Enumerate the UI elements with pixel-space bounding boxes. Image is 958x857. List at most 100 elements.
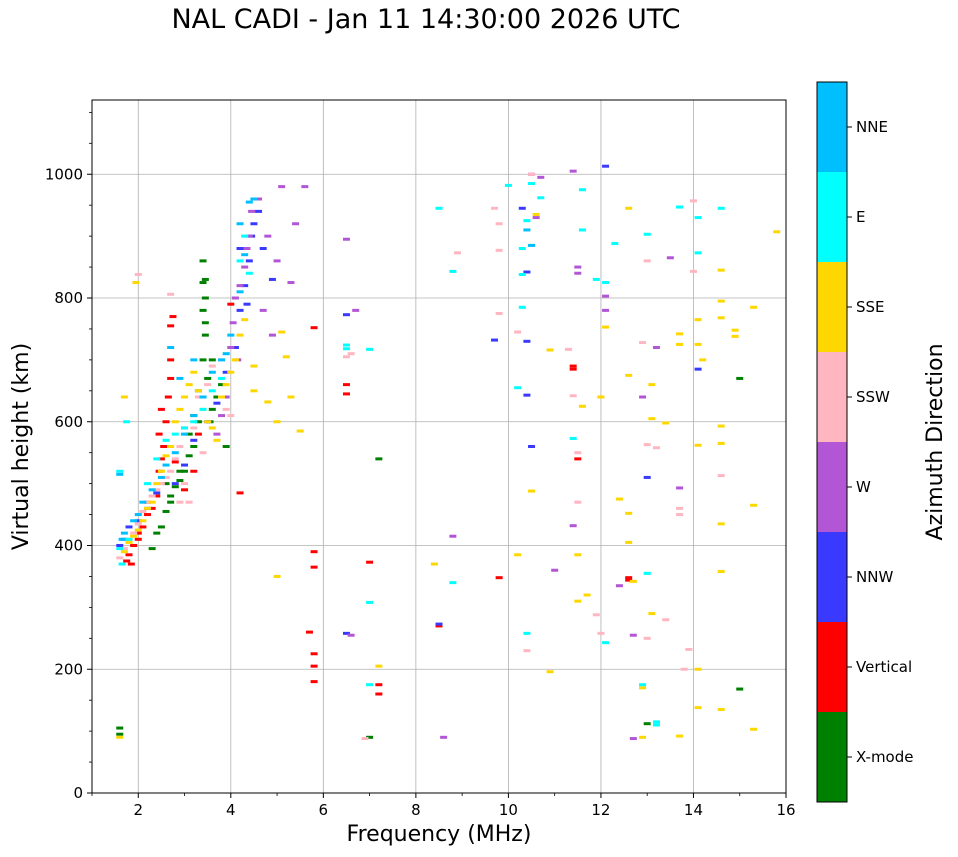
series-nne: [116, 197, 536, 541]
data-point: [250, 389, 258, 393]
data-point: [171, 460, 179, 464]
data-point: [602, 641, 610, 645]
data-point: [139, 500, 147, 504]
data-point: [430, 562, 438, 566]
data-point: [171, 482, 179, 486]
data-point: [652, 346, 660, 349]
data-point: [347, 352, 355, 356]
data-point: [574, 500, 582, 504]
data-point: [717, 707, 725, 711]
colorbar-segment: [817, 622, 847, 712]
data-point: [264, 234, 272, 238]
data-point: [171, 457, 179, 461]
data-point: [185, 383, 193, 387]
data-point: [625, 540, 633, 544]
data-point: [648, 417, 656, 421]
x-tick-label: 8: [411, 801, 421, 819]
data-point: [208, 407, 216, 411]
data-point: [523, 393, 531, 397]
data-point: [648, 612, 656, 616]
data-point: [268, 333, 276, 337]
data-point: [352, 308, 360, 312]
data-point: [181, 463, 189, 467]
data-point: [167, 500, 175, 504]
data-point: [134, 537, 142, 541]
data-point: [652, 723, 660, 727]
data-point: [116, 547, 124, 551]
data-point: [537, 175, 545, 179]
data-point: [578, 188, 586, 192]
data-point: [342, 355, 350, 359]
data-point: [310, 550, 318, 554]
data-point: [342, 347, 350, 351]
data-point: [342, 383, 350, 387]
data-point: [222, 395, 230, 399]
data-point: [625, 576, 633, 580]
data-point: [574, 457, 582, 461]
y-tick-label: 600: [54, 413, 83, 431]
data-point: [546, 348, 554, 352]
data-point: [731, 334, 739, 338]
data-point: [148, 488, 156, 492]
data-point: [130, 519, 138, 523]
data-point: [694, 667, 702, 671]
colorbar: X-mode Vertical NNW W SSW SSE E NNE: [816, 81, 913, 803]
data-point: [190, 469, 198, 473]
data-point: [139, 519, 147, 523]
data-point: [255, 209, 263, 213]
data-point: [222, 352, 230, 356]
data-point: [662, 421, 670, 425]
x-tick-label: 14: [684, 801, 703, 819]
data-point: [639, 683, 647, 687]
data-point: [250, 197, 258, 201]
data-point: [132, 281, 140, 285]
data-point: [250, 222, 258, 226]
data-point: [153, 488, 161, 492]
data-point: [366, 347, 374, 351]
data-point: [245, 200, 253, 204]
data-point: [123, 420, 131, 424]
data-point: [171, 432, 179, 436]
data-point: [625, 511, 633, 515]
data-point: [611, 242, 619, 246]
data-point: [144, 500, 152, 504]
data-point: [236, 247, 244, 250]
data-point: [532, 212, 540, 216]
data-point: [130, 534, 138, 538]
data-point: [227, 414, 235, 418]
data-point: [310, 565, 318, 569]
data-point: [162, 482, 170, 486]
data-point: [518, 305, 526, 309]
data-point: [134, 522, 142, 526]
data-point: [236, 259, 244, 263]
data-point: [259, 247, 267, 250]
data-point: [578, 228, 586, 232]
data-point: [199, 395, 207, 399]
data-point: [676, 513, 684, 517]
data-point: [736, 687, 744, 691]
data-point: [699, 358, 707, 362]
data-point: [676, 342, 684, 346]
data-point: [176, 407, 184, 411]
colorbar-label: NNW: [856, 568, 893, 586]
data-point: [615, 584, 623, 588]
data-point: [125, 537, 133, 541]
data-point: [118, 562, 126, 566]
data-point: [375, 683, 383, 687]
data-point: [213, 401, 221, 405]
data-point: [514, 553, 522, 557]
data-point: [169, 315, 177, 319]
data-point: [176, 500, 184, 504]
data-point: [569, 524, 577, 528]
data-point: [597, 631, 605, 635]
data-point: [717, 522, 725, 526]
data-point: [342, 343, 350, 347]
colorbar-label: X-mode: [856, 748, 913, 766]
data-point: [583, 593, 591, 597]
data-point: [199, 308, 207, 312]
x-tick-label: 10: [499, 801, 518, 819]
data-point: [194, 420, 202, 424]
data-point: [148, 500, 156, 504]
series-sse: [116, 206, 781, 739]
